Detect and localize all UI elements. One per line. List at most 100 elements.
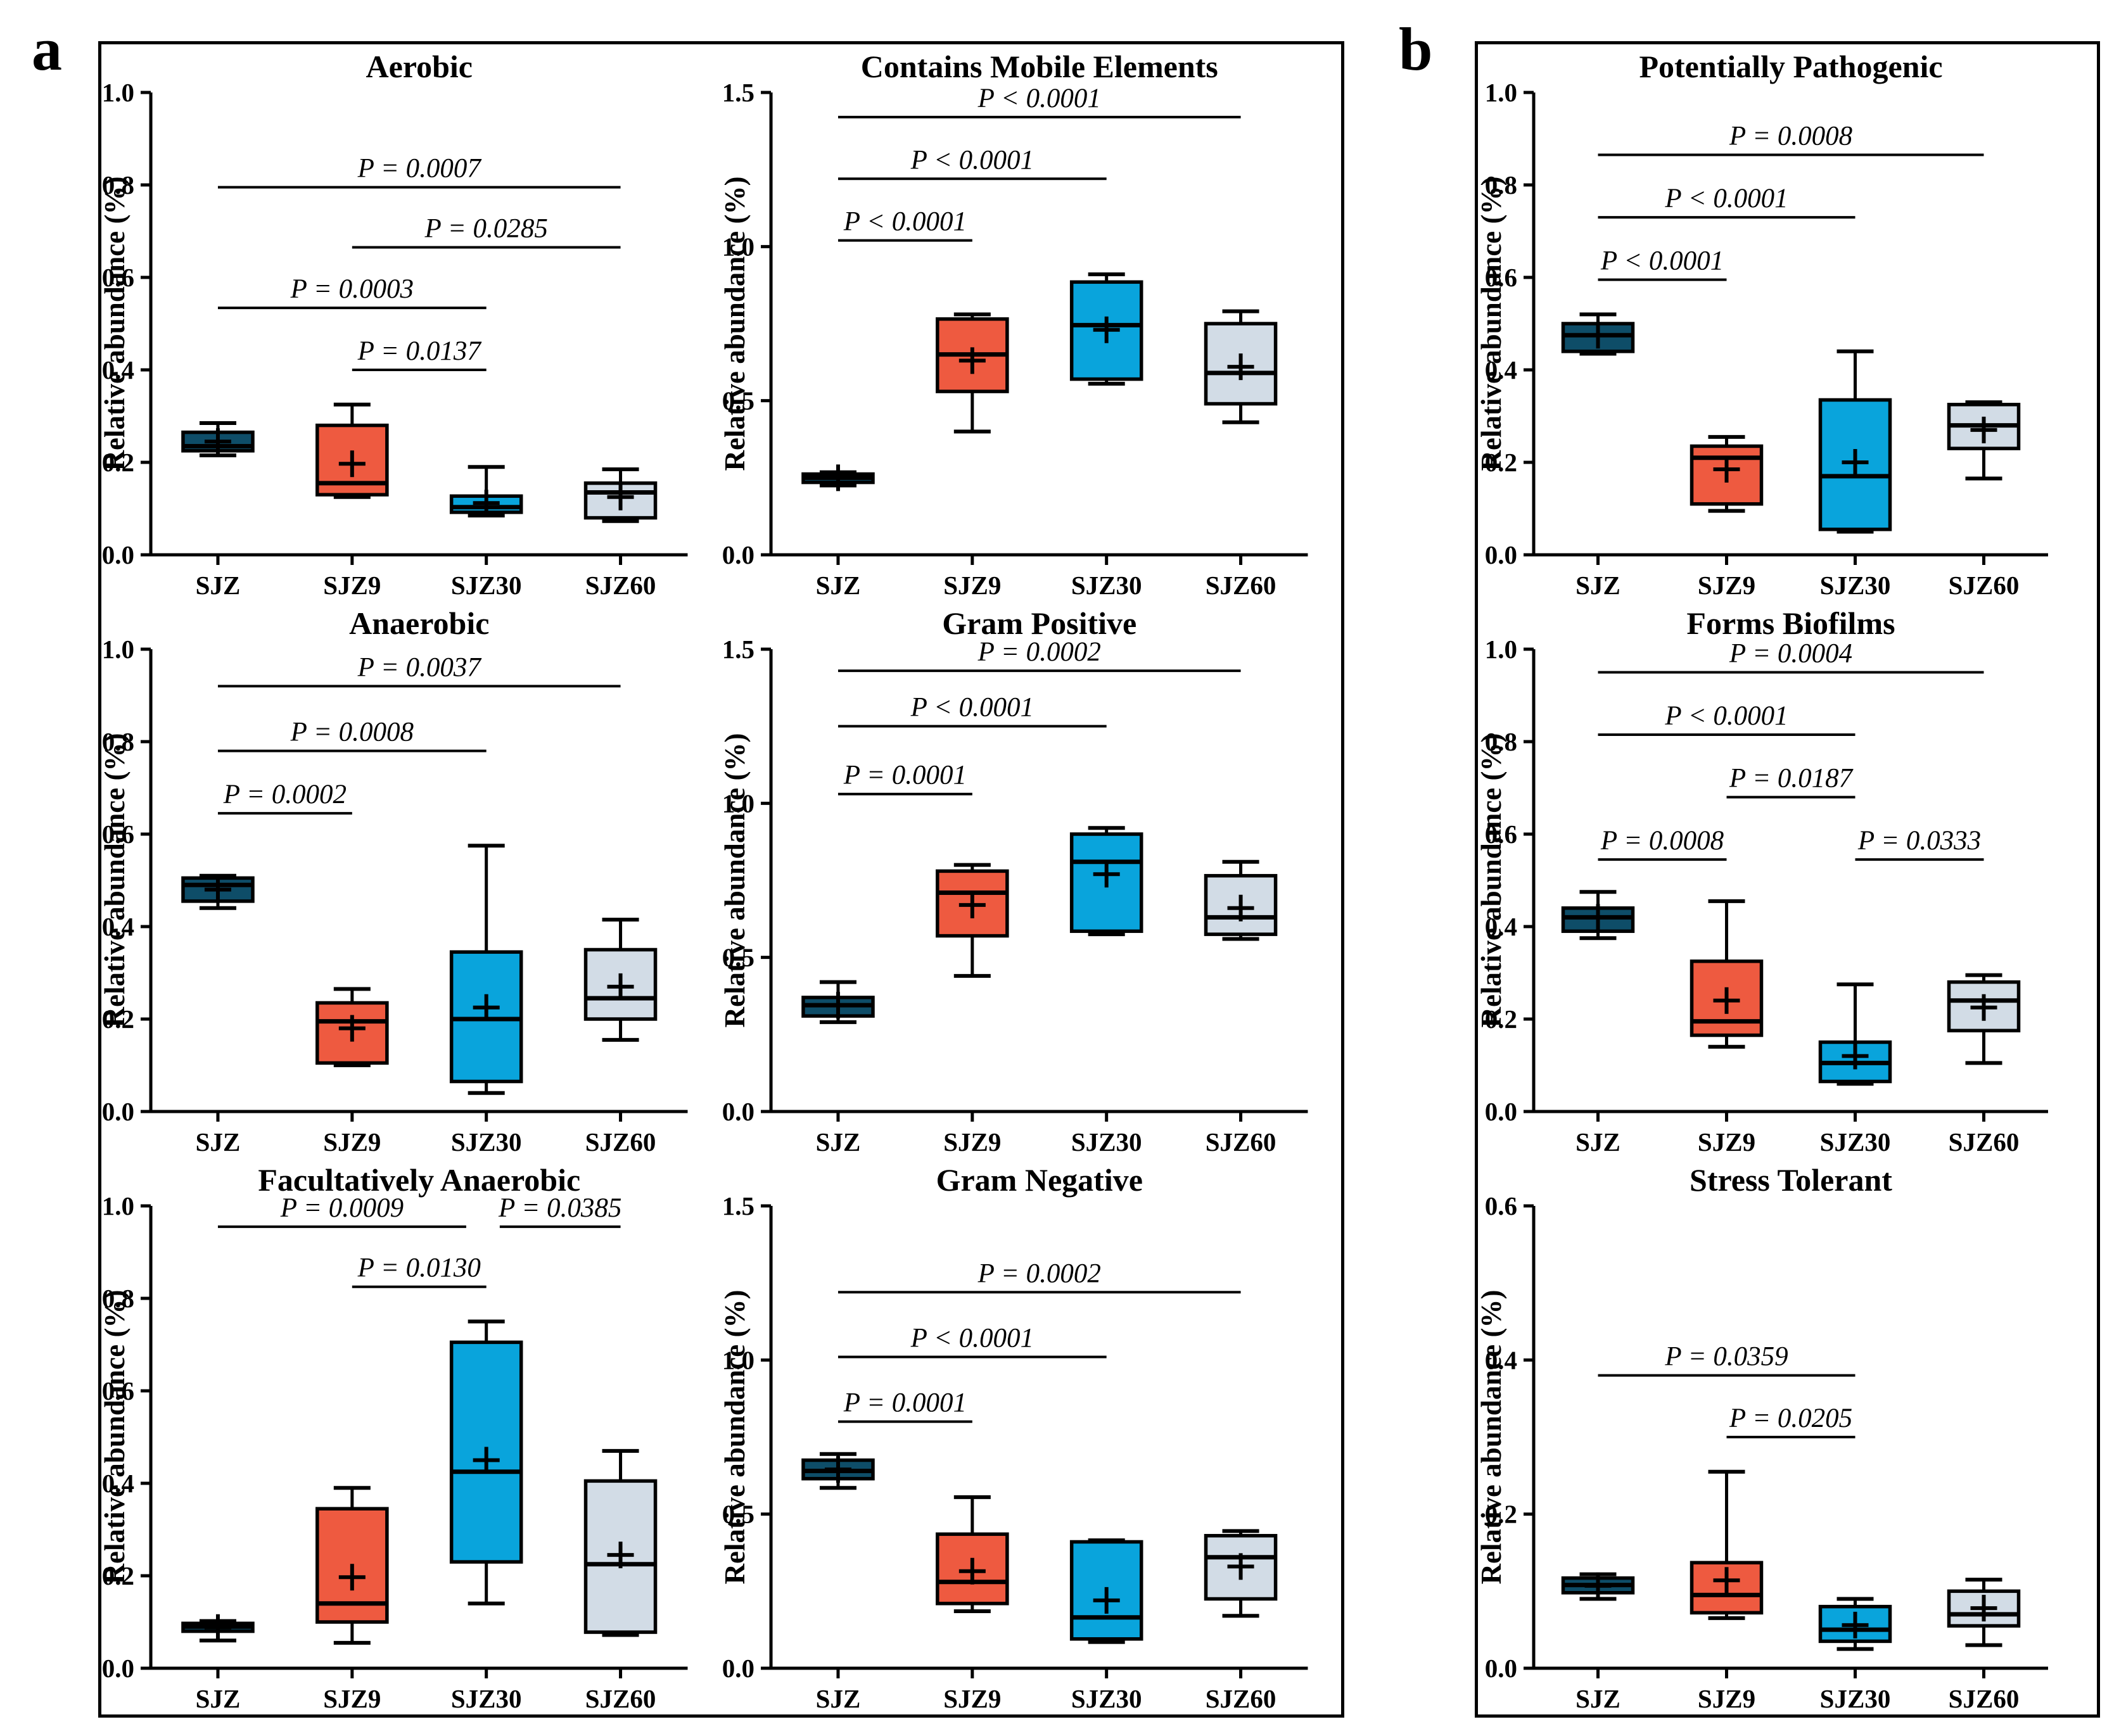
significance-bar: P = 0.0004 (1598, 639, 1984, 674)
x-category-label: SJZ9 (943, 1684, 1001, 1713)
x-category-label: SJZ (815, 571, 860, 600)
significance-bar: P = 0.0333 (1855, 826, 1984, 861)
chart-title: Forms Biofilms (1686, 605, 1895, 641)
box-SJZ (181, 1614, 255, 1643)
significance-bar: P < 0.0001 (837, 1323, 1107, 1359)
p-value-label: P = 0.0359 (1664, 1342, 1788, 1372)
p-value-label: P = 0.0009 (280, 1193, 404, 1223)
x-category-label: SJZ30 (1820, 571, 1891, 600)
y-tick-label: 0.0 (722, 1097, 754, 1126)
p-value-label: P = 0.0007 (357, 154, 482, 184)
chart-title: Gram Negative (936, 1162, 1142, 1198)
significance-bar: P < 0.0001 (837, 145, 1107, 181)
chart-aerobic: Aerobic Relative abundance (%) 0.0 0.2 0.4 0.… (101, 49, 688, 600)
x-category-label: SJZ30 (451, 571, 522, 600)
panel-b: Potentially Pathogenic Relative abundance… (1475, 41, 2100, 1718)
y-tick-label: 0.0 (722, 540, 754, 569)
box-SJZ30 (1069, 1538, 1143, 1644)
significance-bar: P = 0.0285 (352, 214, 621, 249)
y-tick-label: 0.0 (1485, 1654, 1517, 1683)
y-tick-label: 0.6 (1485, 1191, 1517, 1220)
box-SJZ9 (315, 987, 389, 1067)
y-axis-label: Relative abundance (%) (101, 733, 130, 1028)
chart-anaerobic: Anaerobic Relative abundance (%) 0.0 0.2 0.4… (101, 605, 688, 1156)
p-value-label: P < 0.0001 (910, 1323, 1033, 1353)
p-value-label: P = 0.0001 (843, 761, 966, 790)
y-tick-label: 0.6 (1485, 820, 1517, 849)
x-category-label: SJZ60 (1205, 1684, 1276, 1713)
significance-bar: P = 0.0009 (217, 1193, 466, 1228)
p-value-label: P < 0.0001 (910, 145, 1033, 175)
box-SJZ60 (583, 1448, 658, 1637)
chart-gram-negative: Gram Negative Relative abundance (%) 0.0 0.… (722, 1162, 1308, 1713)
y-tick-label: 1.5 (722, 78, 754, 107)
y-tick-label: 1.5 (722, 1191, 754, 1220)
p-value-label: P = 0.0285 (424, 214, 548, 244)
y-axis-label: Relative abundance (%) (722, 733, 751, 1028)
panel-a: Aerobic Relative abundance (%) 0.0 0.2 0.4 0.… (98, 41, 1344, 1718)
y-tick-label: 0.6 (102, 1376, 134, 1405)
significance-bar: P = 0.0187 (1726, 764, 1856, 799)
significance-bar: P < 0.0001 (1598, 184, 1856, 219)
box-SJZ60 (583, 918, 658, 1042)
p-value-label: P < 0.0001 (1600, 246, 1724, 276)
y-tick-label: 1.0 (1485, 78, 1517, 107)
p-value-label: P = 0.0003 (290, 274, 414, 304)
y-tick-label: 0.0 (1485, 1097, 1517, 1126)
box-SJZ9 (1690, 899, 1764, 1049)
y-tick-label: 0.4 (1485, 1345, 1517, 1374)
p-value-label: P < 0.0001 (910, 693, 1033, 723)
y-tick-label: 0.6 (1485, 263, 1517, 292)
p-value-label: P = 0.0385 (498, 1193, 621, 1223)
significance-bar: P = 0.0130 (352, 1253, 487, 1288)
box-SJZ30 (1818, 349, 1892, 534)
y-tick-label: 1.0 (1485, 635, 1517, 664)
y-tick-label: 0.8 (1485, 170, 1517, 200)
subplot-aerobic: Aerobic Relative abundance (%) 0.0 0.2 0.4 0.… (101, 44, 722, 601)
box-SJZ30 (1069, 826, 1143, 937)
panel-label-a: a (32, 15, 62, 83)
subplot-potentially-pathogenic: Potentially Pathogenic Relative abundance… (1478, 44, 2097, 601)
p-value-label: P = 0.0333 (1857, 826, 1981, 856)
y-tick-label: 0.2 (1485, 1500, 1517, 1529)
y-tick-label: 0.4 (1485, 912, 1517, 941)
y-tick-label: 0.8 (1485, 727, 1517, 756)
y-axis-label: Relative abundance (%) (1478, 177, 1507, 471)
y-axis-label: Relative abundance (%) (1478, 1290, 1507, 1585)
significance-bar: P = 0.0008 (1598, 122, 1984, 156)
box-SJZ9 (1690, 434, 1764, 513)
p-value-label: P = 0.0137 (357, 336, 482, 366)
y-axis-label: Relative abundance (%) (101, 1290, 130, 1585)
y-tick-label: 1.0 (102, 1191, 134, 1220)
p-value-label: P = 0.0004 (1729, 639, 1852, 669)
x-category-label: SJZ60 (585, 571, 656, 600)
significance-bar: P < 0.0001 (837, 207, 972, 242)
y-tick-label: 0.0 (102, 1654, 134, 1683)
y-tick-label: 1.5 (722, 635, 754, 664)
y-tick-label: 0.2 (1485, 448, 1517, 477)
significance-bar: P = 0.0002 (837, 1258, 1241, 1294)
y-axis-label: Relative abundance (%) (722, 177, 751, 471)
x-category-label: SJZ60 (585, 1684, 656, 1713)
chart-title: Facultatively Anaerobic (258, 1162, 580, 1198)
chart-facultatively-anaerobic: Facultatively Anaerobic Relative abundanc… (101, 1162, 688, 1713)
p-value-label: P = 0.0002 (977, 637, 1100, 667)
box-SJZ (181, 873, 255, 910)
x-category-label: SJZ9 (1698, 571, 1755, 600)
p-value-label: P = 0.0001 (843, 1388, 966, 1418)
p-value-label: P = 0.0002 (223, 780, 347, 809)
x-category-label: SJZ (196, 571, 241, 600)
x-category-label: SJZ9 (1698, 1127, 1755, 1156)
chart-stress-tolerant: Stress Tolerant Relative abundance (%) 0.0… (1478, 1162, 2048, 1713)
significance-bar: P = 0.0359 (1598, 1342, 1856, 1377)
chart-title: Potentially Pathogenic (1639, 49, 1942, 84)
box-SJZ30 (449, 1319, 523, 1606)
y-tick-label: 0.4 (102, 1469, 134, 1498)
p-value-label: P < 0.0001 (1664, 701, 1788, 731)
y-axis-label: Relative abundance (%) (1478, 733, 1507, 1028)
p-value-label: P = 0.0008 (290, 718, 414, 747)
y-tick-label: 1.0 (102, 635, 134, 664)
x-category-label: SJZ30 (1071, 1684, 1142, 1713)
y-tick-label: 0.0 (102, 540, 134, 569)
p-value-label: P = 0.0008 (1729, 122, 1853, 151)
